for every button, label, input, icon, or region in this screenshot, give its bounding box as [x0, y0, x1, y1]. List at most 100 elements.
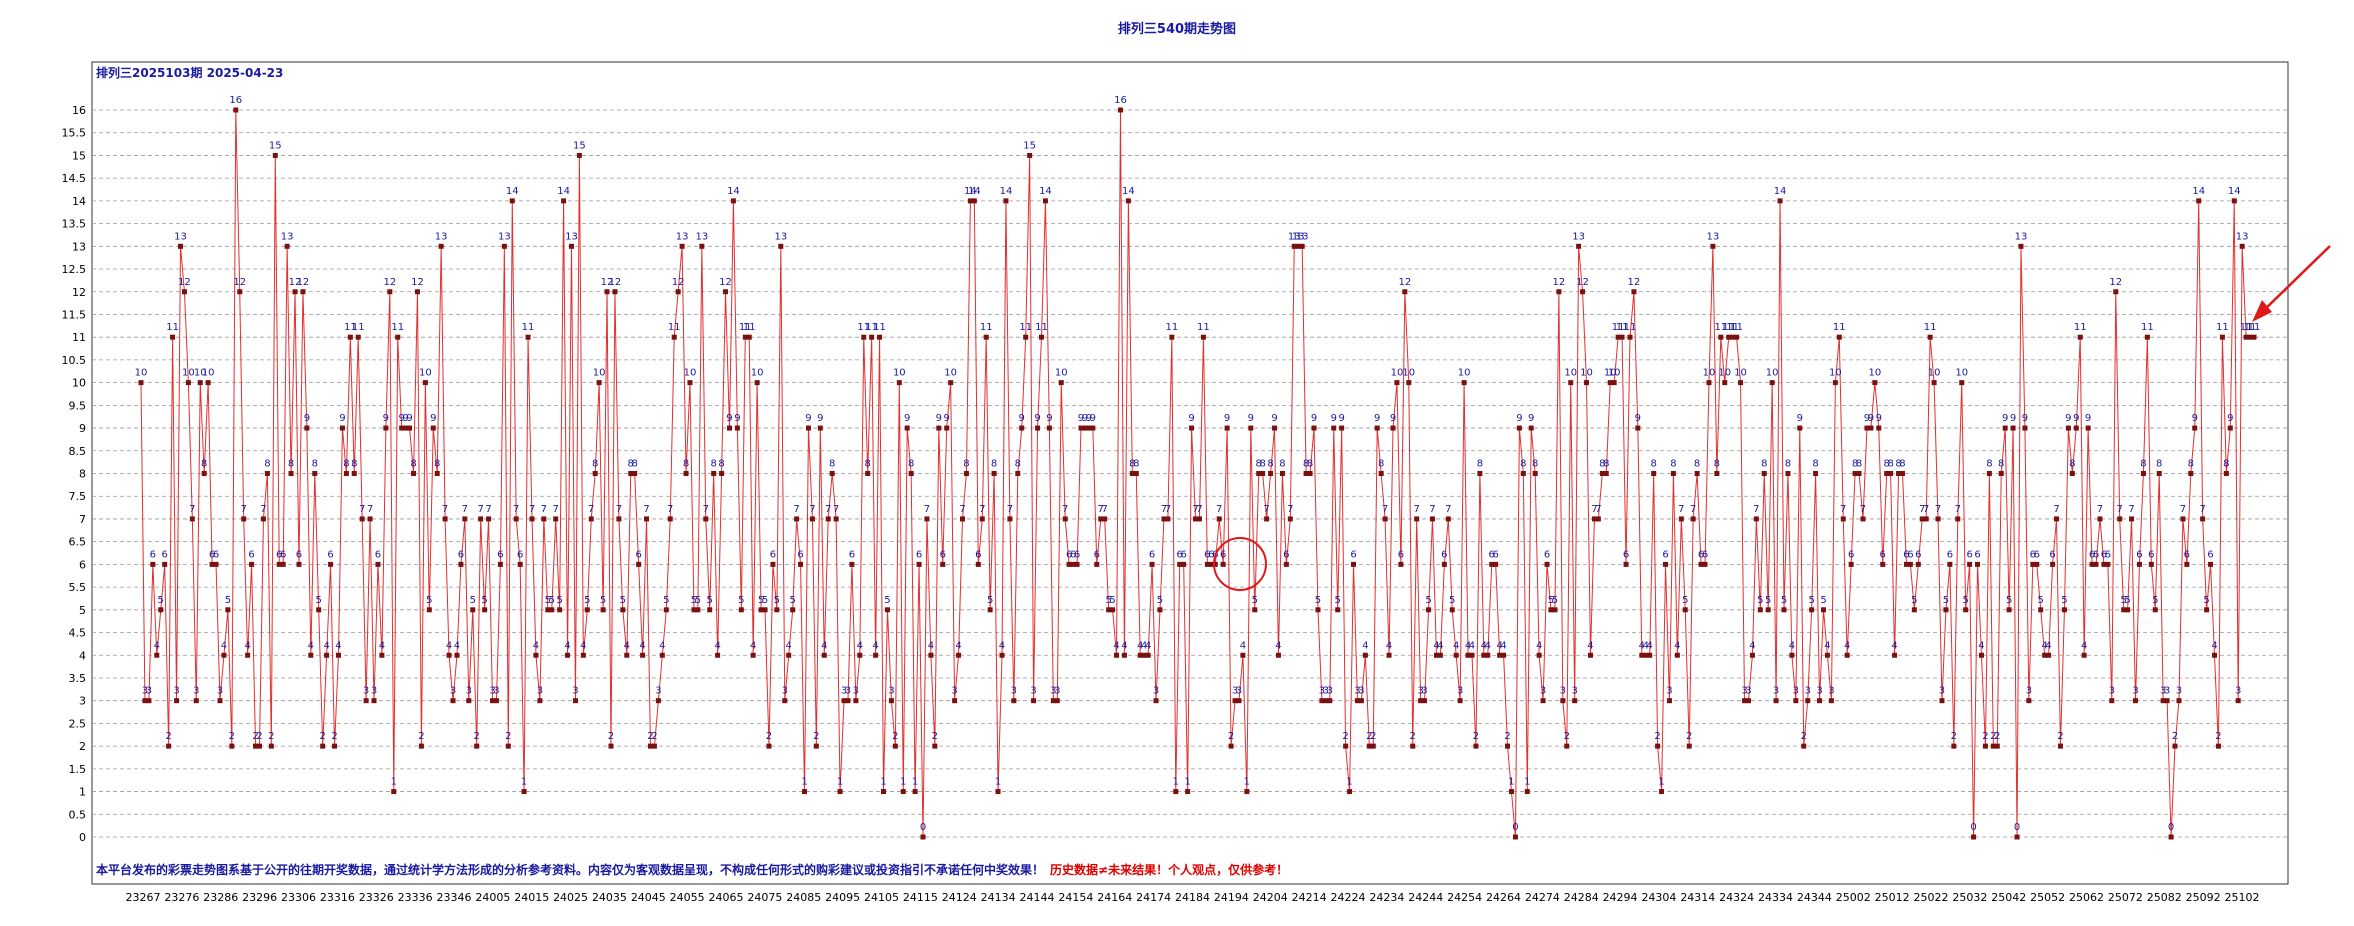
- data-label: 9: [805, 413, 811, 424]
- data-label: 5: [1335, 595, 1341, 606]
- data-point: [1090, 425, 1096, 431]
- data-point: [245, 652, 251, 658]
- data-label: 5: [789, 595, 795, 606]
- data-label: 7: [643, 504, 649, 515]
- data-label: 11: [344, 322, 357, 333]
- data-point: [1149, 561, 1155, 567]
- data-label: 5: [545, 595, 551, 606]
- data-label: 7: [529, 504, 535, 515]
- x-tick-label: 23267: [126, 891, 161, 904]
- data-point: [1106, 607, 1112, 613]
- data-label: 8: [908, 459, 914, 470]
- data-point: [470, 607, 476, 613]
- data-label: 6: [2101, 549, 2107, 560]
- data-point: [1635, 425, 1641, 431]
- x-tick-label: 24075: [747, 891, 782, 904]
- disclaimer: 本平台发布的彩票走势图系基于公开的往期开奖数据，通过统计学方法形成的分析参考资料…: [96, 862, 1288, 877]
- data-point: [956, 652, 962, 658]
- data-label: 4: [1275, 640, 1281, 651]
- data-label: 6: [209, 549, 215, 560]
- x-tick-label: 24085: [786, 891, 821, 904]
- data-point: [541, 516, 547, 522]
- data-label: 12: [411, 277, 424, 288]
- data-point: [154, 652, 160, 658]
- data-point: [1761, 471, 1767, 476]
- data-point: [2010, 425, 2016, 431]
- data-label: 8: [1256, 459, 1262, 470]
- data-label: 9: [1528, 413, 1534, 424]
- data-label: 8: [410, 459, 416, 470]
- data-label: 4: [533, 640, 539, 651]
- data-point: [1856, 471, 1862, 476]
- x-tick-label: 24314: [1680, 891, 1715, 904]
- data-point: [1027, 152, 1033, 158]
- data-point: [1335, 607, 1341, 613]
- data-label: 2: [1410, 731, 1416, 742]
- data-label: 5: [1911, 595, 1917, 606]
- y-tick-label: 1: [79, 786, 86, 799]
- data-point: [375, 561, 381, 567]
- data-label: 9: [383, 413, 389, 424]
- data-label: 13: [1292, 231, 1305, 242]
- data-point: [817, 425, 823, 431]
- y-tick-label: 11: [72, 331, 86, 344]
- data-point: [1493, 561, 1499, 567]
- data-label: 6: [1283, 549, 1289, 560]
- data-point: [493, 698, 499, 704]
- data-point: [1426, 607, 1432, 613]
- data-label: 8: [1986, 459, 1992, 470]
- data-point: [588, 516, 594, 522]
- data-point: [667, 516, 673, 522]
- data-label: 11: [2074, 322, 2087, 333]
- data-label: 8: [991, 459, 997, 470]
- x-tick-label: 24194: [1214, 891, 1249, 904]
- data-point: [730, 198, 736, 204]
- data-label: 9: [1224, 413, 1230, 424]
- data-label: 11: [1624, 322, 1637, 333]
- data-label: 6: [458, 549, 464, 560]
- data-point: [241, 516, 247, 522]
- data-point: [1698, 561, 1704, 567]
- data-point: [1078, 425, 1084, 431]
- data-point: [912, 789, 918, 795]
- data-point: [2164, 698, 2170, 704]
- data-label: 3: [951, 686, 957, 697]
- data-label: 9: [1086, 413, 1092, 424]
- data-label: 10: [194, 368, 207, 379]
- data-label: 7: [588, 504, 594, 515]
- data-label: 14: [1039, 186, 1052, 197]
- data-point: [1054, 698, 1060, 704]
- data-point: [418, 743, 424, 749]
- data-point: [825, 516, 831, 522]
- data-point: [975, 561, 981, 567]
- data-label: 3: [1232, 686, 1238, 697]
- data-label: 8: [1895, 459, 1901, 470]
- data-point: [1501, 652, 1507, 658]
- data-label: 3: [1323, 686, 1329, 697]
- data-label: 4: [714, 640, 720, 651]
- data-label: 4: [1481, 640, 1487, 651]
- data-label: 2: [418, 731, 424, 742]
- data-point: [1114, 652, 1120, 658]
- data-point: [537, 698, 543, 704]
- data-label: 7: [793, 504, 799, 515]
- x-tick-label: 24105: [864, 891, 899, 904]
- data-label: 7: [1955, 504, 1961, 515]
- data-label: 2: [892, 731, 898, 742]
- data-point: [320, 743, 326, 749]
- data-label: 9: [734, 413, 740, 424]
- data-point: [2172, 743, 2178, 749]
- data-label: 6: [2105, 549, 2111, 560]
- data-point: [1540, 698, 1546, 704]
- data-label: 0: [2014, 822, 2020, 833]
- data-point: [1674, 652, 1680, 658]
- data-point: [1607, 380, 1613, 386]
- x-tick-label: 24005: [475, 891, 510, 904]
- x-tick-label: 24334: [1758, 891, 1793, 904]
- data-label: 8: [963, 459, 969, 470]
- data-label: 3: [493, 686, 499, 697]
- data-point: [1169, 334, 1175, 340]
- data-point: [1580, 289, 1586, 295]
- data-label: 8: [2188, 459, 2194, 470]
- y-tick-label: 13: [72, 240, 86, 253]
